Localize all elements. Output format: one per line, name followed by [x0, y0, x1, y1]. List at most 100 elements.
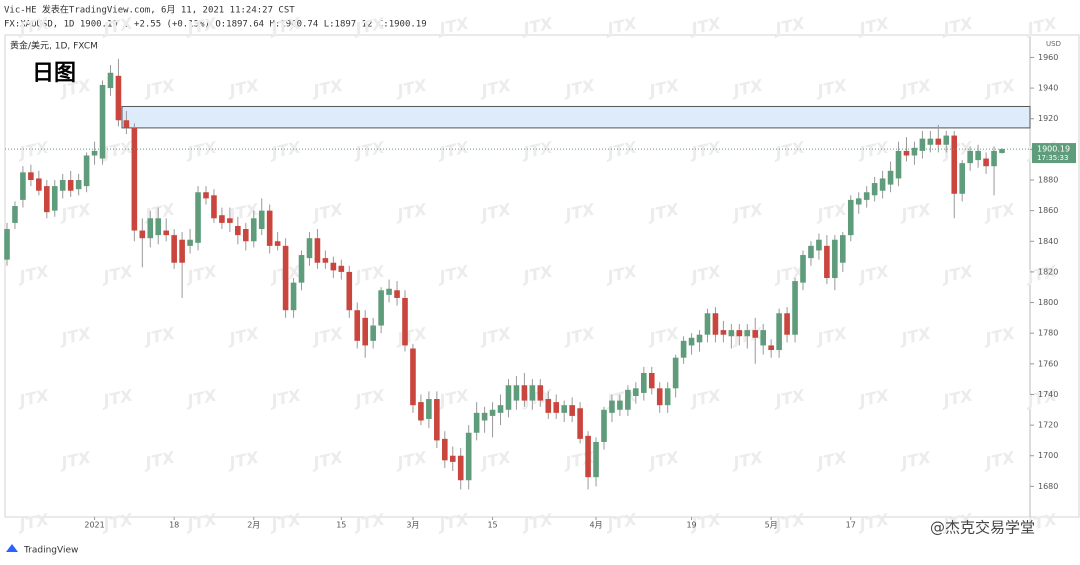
candle-body: [250, 218, 257, 242]
candle-body: [585, 435, 591, 478]
candle-body: [123, 120, 130, 128]
candle-body: [648, 373, 655, 389]
candle-body: [338, 265, 345, 272]
candle-body: [274, 241, 281, 246]
candle-body: [179, 239, 185, 263]
candle-body: [195, 192, 201, 243]
candle-body: [752, 330, 759, 338]
y-tick-label: 1860: [1038, 206, 1058, 215]
candle-body: [529, 385, 536, 401]
candle-body: [680, 340, 687, 358]
candle-body: [887, 170, 894, 185]
candle-body: [792, 281, 798, 335]
candle-body: [641, 373, 647, 393]
candle-body: [410, 348, 416, 406]
candle-body: [505, 385, 512, 410]
candle-body: [871, 183, 878, 196]
candle-body: [776, 313, 782, 351]
candle-body: [4, 229, 10, 260]
candle-body: [760, 330, 766, 346]
x-tick-label: 19: [686, 521, 696, 530]
candle-body: [664, 388, 671, 406]
candle-body: [426, 399, 432, 419]
candle-body: [832, 239, 838, 279]
candle-body: [330, 262, 337, 271]
logo-text: TradingView: [23, 546, 78, 556]
candle-body: [51, 186, 58, 211]
price-tag-value: 1900.19: [1037, 145, 1070, 154]
candle-body: [999, 149, 1005, 153]
publisher: Vic-HE 发表在TradingView.com, 6月 11, 2021 1…: [4, 4, 295, 16]
candle-body: [991, 150, 997, 167]
symbol-line: FX:XAUUSD, 1D 1900.19 ▲ +2.55 (+0.13%) O…: [4, 20, 427, 30]
y-tick-label: 1960: [1038, 53, 1058, 62]
candle-body: [593, 441, 599, 478]
candle-body: [394, 290, 400, 298]
candle-body: [434, 399, 440, 441]
candle-body: [219, 215, 225, 223]
candle-body: [449, 455, 456, 462]
candle-body: [346, 271, 353, 311]
y-tick-label: 1800: [1038, 298, 1058, 307]
candle-body: [704, 313, 711, 335]
candle-body: [258, 210, 265, 230]
y-tick-label: 1940: [1038, 84, 1058, 93]
candle-body: [235, 225, 241, 236]
x-tick-label: 18: [169, 521, 179, 530]
candle-body: [187, 239, 193, 246]
x-tick-label: 15: [336, 521, 346, 530]
x-tick-label: 2021: [84, 521, 104, 530]
candle-body: [481, 412, 488, 421]
x-tick-label: 17: [846, 521, 856, 530]
candle-body: [171, 235, 177, 263]
candle-body: [633, 388, 639, 396]
candle-body: [672, 357, 679, 389]
candle-body: [131, 127, 138, 231]
candle-body: [12, 206, 18, 223]
candle-body: [298, 255, 305, 283]
candle-body: [489, 409, 496, 416]
credit: @杰克交易学堂: [930, 519, 1035, 537]
x-tick-label: 3月: [406, 521, 419, 530]
y-tick-label: 1760: [1038, 359, 1058, 368]
candle-body: [911, 147, 918, 156]
candle-body: [601, 409, 607, 442]
candle-body: [625, 389, 631, 410]
candle-body: [473, 412, 480, 433]
candle-body: [147, 218, 154, 239]
x-tick-label: 15: [487, 521, 497, 530]
candle-body: [322, 258, 329, 263]
candle-body: [983, 158, 989, 167]
price-zone: [121, 105, 1031, 129]
x-tick-label: 2月: [247, 521, 260, 530]
candle-body: [203, 192, 209, 199]
candle-body: [784, 313, 790, 335]
candle-body: [115, 75, 122, 121]
candle-body: [402, 297, 408, 346]
candle-body: [139, 230, 146, 239]
candle-body: [720, 330, 727, 335]
candle-body: [91, 150, 98, 156]
y-tick-label: 1840: [1038, 237, 1058, 246]
logo-icon: [6, 544, 18, 552]
candle-body: [824, 245, 830, 279]
candle-body: [943, 135, 950, 145]
candle-body: [744, 330, 751, 337]
candle-body: [561, 405, 567, 413]
candle-body: [314, 238, 321, 263]
chart-title: 黄金/美元, 1D, FXCM: [10, 40, 98, 52]
candle-body: [903, 150, 910, 156]
candle-body: [362, 317, 368, 346]
candle-body: [99, 85, 106, 159]
y-tick-label: 1700: [1038, 451, 1058, 460]
candle-body: [457, 455, 464, 481]
candle-body: [163, 230, 169, 236]
candle-body: [712, 313, 719, 335]
candle-body: [736, 330, 743, 337]
candle-body: [465, 432, 472, 481]
candle-body: [290, 282, 297, 311]
x-tick-label: 4月: [589, 521, 602, 530]
candle-body: [808, 245, 814, 259]
candle-body: [879, 178, 886, 191]
